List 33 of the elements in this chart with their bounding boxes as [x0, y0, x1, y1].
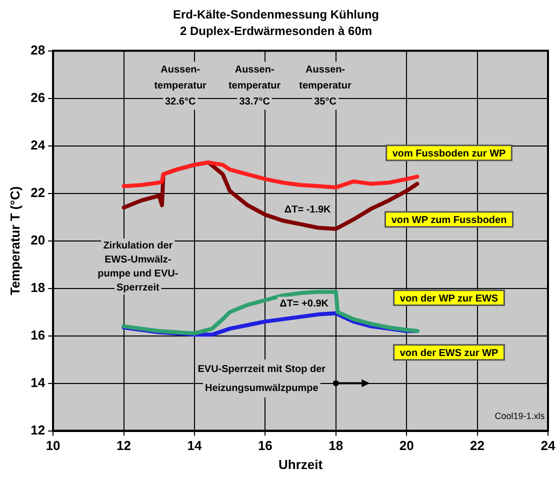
- annotation: ΔT= +0.9K: [280, 298, 330, 310]
- y-tick-label: 20: [30, 232, 46, 248]
- y-tick-label: 28: [30, 42, 46, 58]
- y-tick-label: 12: [30, 422, 46, 438]
- y-tick-label: 24: [30, 137, 46, 152]
- y-tick-label: 14: [30, 374, 46, 390]
- text: von der WP zur EWS: [400, 294, 498, 305]
- annotation: Zirkulation der EWS-Umwälz- pumpe und EVU- Sperrzeit: [98, 240, 178, 294]
- x-tick-label: 20: [399, 438, 414, 454]
- x-tick-label: 12: [116, 438, 131, 454]
- y-tick-label: 16: [30, 327, 46, 342]
- x-tick-label: 22: [470, 438, 485, 454]
- y-axis-title: Temperatur T (°C): [7, 186, 22, 296]
- annotation: Aussen- temperatur 32.6°C: [154, 64, 207, 108]
- x-tick-label: 24: [540, 438, 556, 454]
- chart-subtitle: 2 Duplex-Erdwärmesonden à 60m: [180, 24, 372, 38]
- x-tick-label: 18: [328, 438, 344, 454]
- annotation: ΔT= -1.9K: [284, 204, 332, 216]
- annotation: Aussen- temperatur 33.7°C: [228, 64, 281, 108]
- y-tick-label: 18: [30, 280, 46, 295]
- series-label: von WP zum Fussboden: [391, 215, 507, 226]
- annotation: Cool19-1.xls: [494, 411, 546, 422]
- x-axis-title: Uhrzeit: [278, 456, 324, 472]
- series-label: von der EWS zur WP: [400, 348, 499, 360]
- annotation: Aussen- temperatur 35°C: [299, 64, 352, 108]
- x-tick-label: 16: [258, 438, 272, 454]
- chart-title: Erd-Kälte-Sondenmessung Kühlung: [172, 8, 380, 22]
- y-tick-label: 26: [30, 90, 46, 105]
- annotation: EVU-Sperrzeit mit Stop der Heizungsumwälzpumpe: [198, 364, 326, 394]
- text: vom Fussboden zur WP: [392, 148, 506, 160]
- x-tick-label: 10: [46, 438, 60, 454]
- x-tick-label: 14: [187, 438, 202, 454]
- y-tick-label: 22: [30, 184, 46, 200]
